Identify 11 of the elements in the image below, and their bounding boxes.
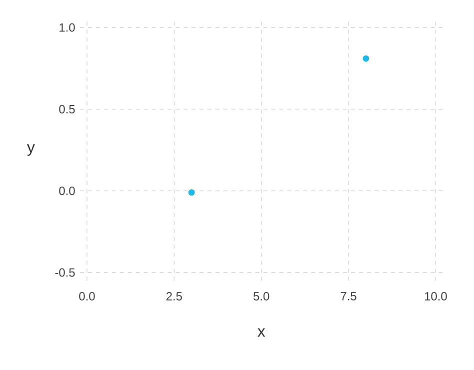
x-tick-label: 0.0 [79,292,95,300]
x-tick-label: 2.5 [166,292,182,300]
x-tick-label: 5.0 [254,292,270,300]
x-axis-title: x [258,328,266,337]
y-tick-label: 1.0 [60,23,75,32]
x-tick-label: 7.5 [340,292,356,300]
y-tick-label: -0.5 [55,268,75,277]
y-axis-title: y [26,144,35,156]
y-tick-label: 0.0 [59,186,75,196]
x-tick-label: 10.0 [424,292,447,300]
y-tick-label: 0.5 [59,104,75,114]
